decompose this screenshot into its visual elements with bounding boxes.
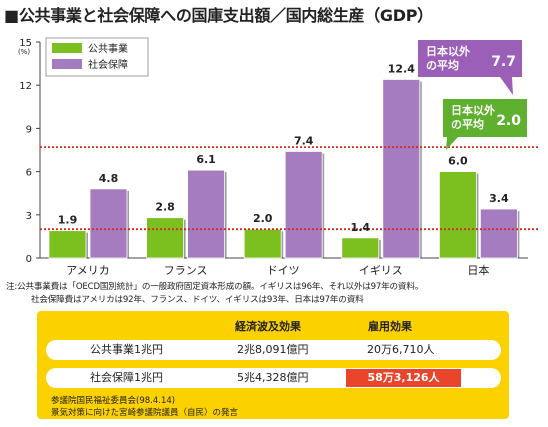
data-label: 12.4 (388, 62, 415, 75)
y-axis-label: (%) (18, 48, 30, 56)
data-label: 3.4 (489, 192, 509, 205)
y-tick-label: 3 (26, 211, 32, 222)
callout-tail (446, 137, 458, 150)
callout-text: 日本以外 (451, 103, 495, 117)
row-label: 公共事業1兆円 (90, 343, 163, 356)
data-label: 4.8 (99, 172, 119, 185)
y-tick-label: 15 (19, 38, 32, 49)
data-label: 7.4 (294, 134, 314, 147)
y-tick-label: 12 (19, 81, 32, 92)
callout-text: の平均 (451, 117, 484, 131)
bar-social-security (479, 208, 518, 259)
data-label: 2.0 (253, 212, 273, 225)
footnote-2: 社会保障費はアメリカは92年、フランス、ドイツ、イギリスは93年、日本は97年の… (31, 295, 364, 305)
y-tick-label: 0 (26, 254, 32, 265)
legend-label: 公共事業 (88, 42, 128, 55)
data-label: 6.0 (448, 155, 468, 168)
source-line-2: 景気対策に向けた宮崎参議院議員（自民）の発言 (51, 408, 239, 418)
bar-social-security (382, 79, 421, 259)
legend-swatch (52, 59, 82, 69)
callout-value: 7.7 (491, 54, 516, 70)
callout-value: 2.0 (496, 113, 521, 129)
table-row-social-security: 社会保障1兆円 5兆4,328億円 58万3,126人 (46, 368, 501, 388)
legend-swatch (52, 43, 82, 53)
data-label: 1.4 (351, 221, 371, 234)
data-label: 6.1 (196, 153, 216, 166)
data-label: 1.9 (58, 214, 78, 227)
row-employment-effect: 20万6,710人 (367, 343, 435, 356)
x-tick-label: アメリカ (66, 264, 109, 277)
x-tick-label: イギリス (359, 264, 403, 277)
callout-text: 日本以外 (426, 44, 470, 58)
bar-public-works (243, 228, 282, 259)
bar-social-security (284, 151, 323, 259)
bar-social-security (187, 169, 226, 259)
x-tick-label: フランス (164, 264, 208, 277)
x-tick-label: ドイツ (267, 264, 300, 277)
bar-public-works (341, 237, 380, 259)
callout-tail (500, 77, 513, 95)
page-title: ■公共事業と社会保障への国庫支出額／国内総生産（GDP） (4, 6, 433, 25)
footnote-1: 注:公共事業費は「OECD国別統計」の一般政府固定資本形成の額。イギリスは96年… (6, 282, 424, 292)
y-tick-label: 9 (26, 124, 32, 135)
table-row-public-works: 公共事業1兆円 2兆8,091億円 20万6,710人 (46, 340, 501, 360)
callout-text: の平均 (426, 58, 459, 72)
row-economic-effect: 2兆8,091億円 (237, 343, 309, 356)
header-economic-effect: 経済波及効果 (235, 320, 301, 333)
bar-public-works (48, 230, 87, 259)
x-tick-label: 日本 (467, 263, 489, 277)
source-line-1: 参議院国民福祉委員会(98.4.14) (51, 396, 176, 406)
bar-chart: 0 3 6 9 12 15(%) 1.9 4.8 アメリカ 2.8 6.1 フランス 2.0 7.4 ドイ… (18, 37, 538, 277)
y-tick-label: 6 (26, 168, 32, 179)
row-label: 社会保障1兆円 (90, 371, 163, 384)
header-employment-effect: 雇用効果 (368, 320, 412, 333)
bar-public-works (146, 217, 185, 259)
average-callout (443, 99, 527, 137)
row-economic-effect: 5兆4,328億円 (237, 371, 309, 384)
average-callout (418, 40, 522, 77)
legend-label: 社会保障 (88, 58, 128, 71)
data-label: 2.8 (155, 201, 175, 214)
effects-panel: 経済波及効果 雇用効果 公共事業1兆円 2兆8,091億円 20万6,710人 … (37, 311, 509, 419)
bar-social-security (89, 188, 128, 259)
bar-public-works (438, 171, 477, 259)
row-employment-effect-highlight: 58万3,126人 (346, 369, 461, 387)
